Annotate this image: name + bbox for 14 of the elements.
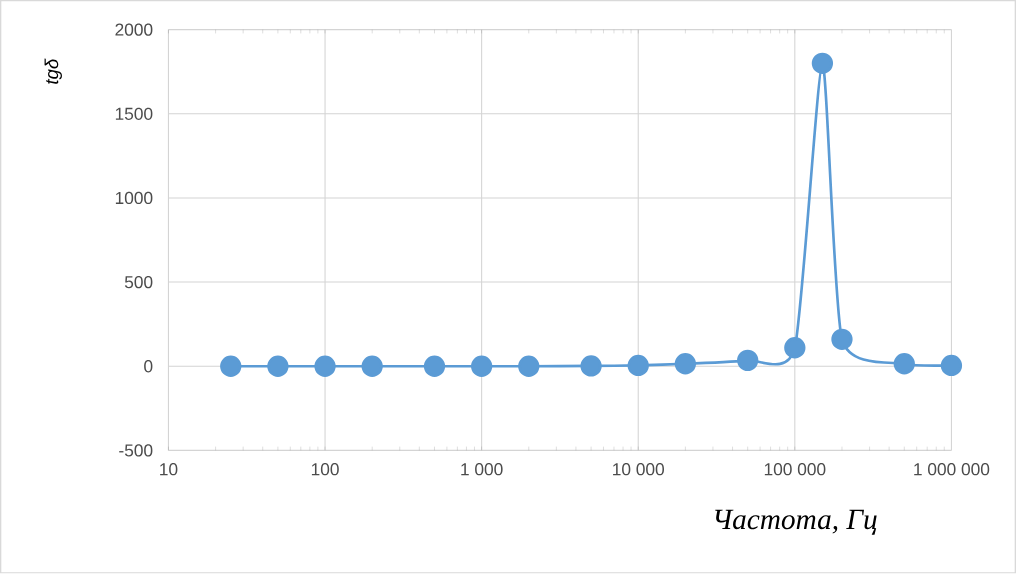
x-axis-title: Частота, Гц [715,510,877,536]
y-tick-label: 2000 [115,23,153,36]
y-tick-label: 1000 [115,192,153,205]
x-tick-label: 100 000 [764,463,826,476]
x-tick-label: 100 [311,463,339,476]
x-tick-label: 1 000 000 [914,463,990,476]
y-tick-label: -500 [119,444,153,457]
x-tick-label: 1 000 [461,463,503,476]
x-tick-label: 10 [160,463,178,476]
y-tick-label: 0 [144,360,153,373]
y-tick-label: 1500 [115,107,153,121]
y-tick-label: 500 [124,276,153,289]
y-axis-title: tgδ [44,58,62,84]
x-tick-label: 10 000 [613,463,665,476]
